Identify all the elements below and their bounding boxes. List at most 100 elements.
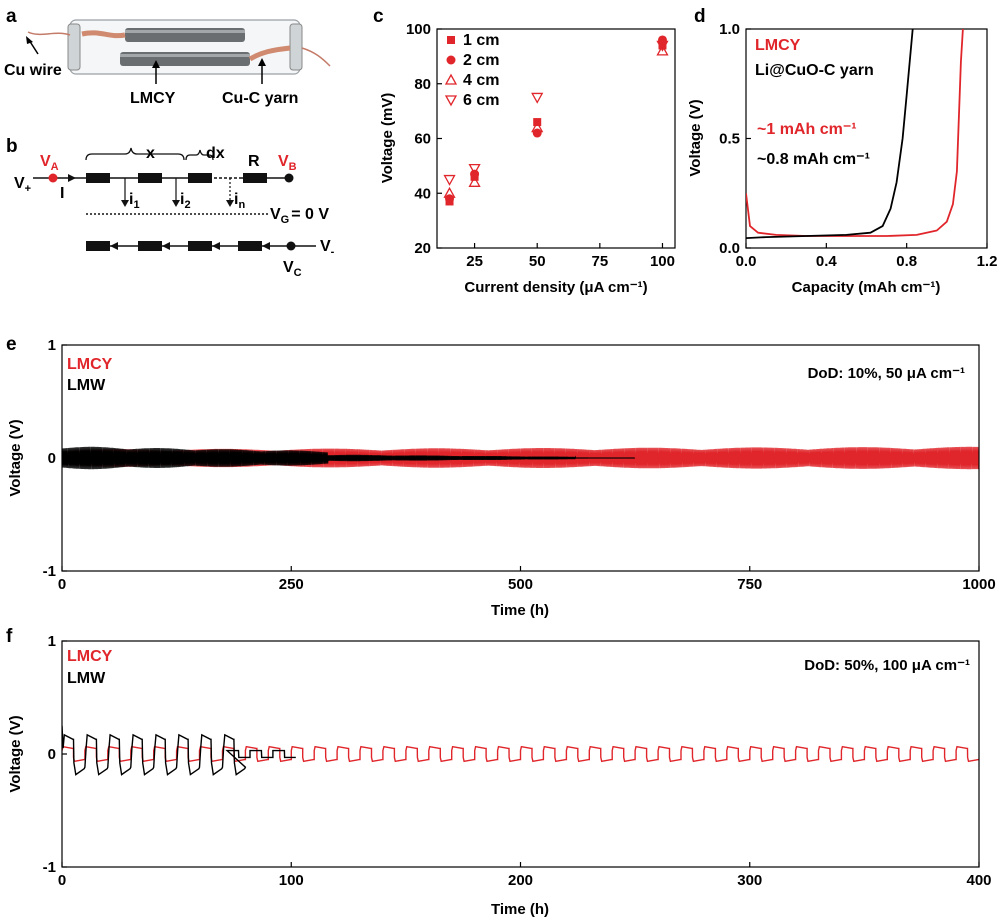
y-tick-label: -1 (43, 859, 56, 876)
panel-c-ticks: 25 50 75 100 20 40 60 80 100 (406, 21, 675, 270)
label-cu-wire: Cu wire (4, 62, 62, 79)
panel-d-legend-yarn: Li@CuO-C yarn (755, 62, 874, 79)
bottom-arrow-2 (162, 242, 170, 250)
panel-d-ylabel: Voltage (V) (687, 99, 704, 176)
label-x: x (146, 145, 155, 162)
label-i1: i1 (129, 191, 140, 211)
panel-d-annotation-yarn: ~0.8 mAh cm⁻¹ (757, 151, 870, 168)
label-va-sub: A (51, 161, 59, 173)
label-dx: dx (206, 145, 225, 162)
data-point-2-cm (532, 128, 542, 138)
resistor-1 (86, 173, 110, 183)
leak-in-arrowhead (226, 200, 234, 207)
resistor-b3 (188, 241, 212, 251)
panel-f: f 0 100 200 300 400-101 LMCY LMW DoD: 50%, 1… (6, 626, 992, 918)
label-vc-sub: C (294, 267, 302, 279)
y-tick-label: 20 (414, 240, 431, 257)
series-lmw-voltage (62, 446, 636, 470)
y-tick-label: 0 (48, 746, 56, 763)
panel-e-lines (62, 446, 979, 470)
y-tick-label: 60 (414, 131, 431, 148)
panel-f-ylabel: Voltage (V) (7, 715, 24, 792)
label-vminus-sub: - (331, 246, 335, 258)
y-tick-label: 1 (48, 337, 56, 354)
x-tick-label: 500 (508, 576, 533, 593)
legend-label-2-cm: 2 cm (463, 52, 499, 69)
x-tick-label: 750 (737, 576, 762, 593)
panel-d-letter: d (694, 6, 706, 27)
x-tick-label: 1.2 (977, 253, 998, 270)
yarn-device-illustration (27, 19, 331, 75)
panel-e-ticks: 0 250 500 750 1000-101 (43, 337, 996, 593)
cuc-yarn-lower-right (248, 45, 291, 62)
label-vg: VG = 0 V (270, 206, 329, 226)
data-point-4-cm (531, 121, 544, 133)
panel-d-ticks: 0.0 0.4 0.8 1.2 0.0 0.5 1.0 (719, 21, 997, 270)
data-point-4-cm (468, 175, 481, 187)
legend-marker-4-cm (444, 73, 458, 85)
resistor-b2 (138, 241, 162, 251)
label-vminus-main: V (320, 238, 331, 255)
x-tick-label: 0.0 (736, 253, 757, 270)
curve-Li-CuO-C-yarn (746, 29, 914, 239)
panel-e-legend-lmcy: LMCY (67, 356, 113, 373)
resistor-b4 (238, 241, 262, 251)
label-va: VA (40, 153, 59, 173)
panel-e-legend-lmw: LMW (67, 377, 106, 394)
panel-f-legend-lmw: LMW (67, 670, 106, 687)
label-i2: i2 (180, 191, 191, 211)
panel-f-letter: f (6, 626, 13, 647)
x-tick-label: 25 (466, 253, 483, 270)
legend-label-6-cm: 6 cm (463, 92, 499, 109)
panel-f-ticks: 0 100 200 300 400-101 (43, 633, 992, 889)
legend-marker-2-cm (446, 55, 456, 65)
resistor-2 (138, 173, 162, 183)
panel-b: b VA VB V+ (6, 136, 335, 279)
y-tick-label: 0 (48, 450, 56, 467)
cuc-yarn-upper-left (81, 30, 126, 39)
resistor-3 (188, 173, 212, 183)
bottom-arrow-1 (110, 242, 118, 250)
x-tick-label: 0 (58, 576, 66, 593)
label-r: R (248, 153, 260, 170)
legend-marker-1-cm (447, 36, 455, 44)
label-in-main: i (234, 191, 238, 208)
legend-marker-6-cm (444, 95, 458, 107)
label-vb-main: V (278, 153, 289, 170)
current-arrowhead (68, 174, 76, 182)
panel-e: e 0 250 500 750 1000-101 LMCY LMW DoD: 10%, … (6, 334, 996, 619)
data-point-4-cm (656, 44, 669, 56)
panel-d-xlabel: Capacity (mAh cm⁻¹) (792, 279, 941, 296)
leak-i1-arrowhead (121, 200, 129, 207)
x-tick-label: 0.4 (816, 253, 838, 270)
panel-d: d 0.0 0.4 0.8 1.2 0.0 0.5 1.0 LMCY Li@CuO-C ya… (687, 6, 997, 296)
panel-b-letter: b (6, 136, 18, 157)
panel-c-marks (443, 35, 669, 206)
tube-cap-right (289, 23, 303, 71)
label-vc-main: V (283, 259, 294, 276)
data-point-2-cm (657, 35, 667, 45)
label-vb: VB (278, 153, 297, 173)
label-vplus: V+ (14, 175, 31, 195)
node-va (48, 173, 58, 183)
x-tick-label: 75 (591, 253, 608, 270)
x-tick-label: 400 (966, 872, 991, 889)
label-lmcy: LMCY (130, 90, 176, 107)
bottom-arrow-4 (262, 242, 270, 250)
label-vc: VC (283, 259, 302, 279)
series-lmcy-voltage (62, 446, 979, 470)
node-vc (286, 241, 296, 251)
label-i1-sub: 1 (133, 199, 139, 211)
label-vg-rest: = 0 V (291, 206, 329, 223)
y-tick-label: 1 (48, 633, 56, 650)
arrowhead-lmcy (152, 60, 160, 68)
label-vg-main: V (270, 206, 281, 223)
x-tick-label: 100 (279, 872, 304, 889)
panel-e-ylabel: Voltage (V) (7, 419, 24, 496)
panel-e-letter: e (6, 334, 17, 355)
node-vb (284, 173, 294, 183)
label-vb-sub: B (289, 161, 297, 173)
label-vminus: V- (320, 238, 335, 258)
curve-LMCY (746, 29, 964, 237)
